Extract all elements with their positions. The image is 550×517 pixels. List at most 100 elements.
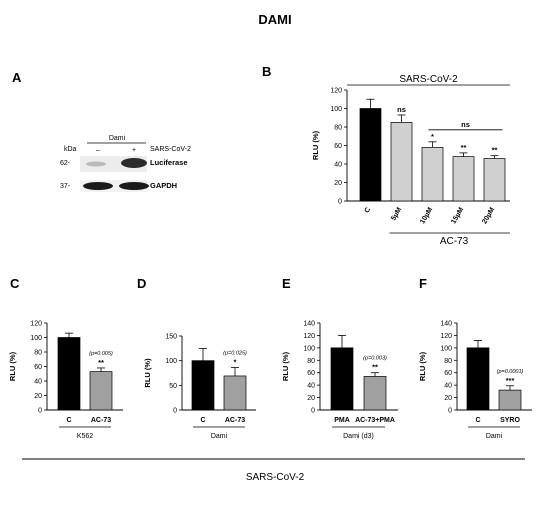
- bar: [421, 147, 444, 202]
- bar: [498, 389, 522, 411]
- y-tick-label: 140: [303, 321, 315, 328]
- y-tick-label: 40: [307, 383, 315, 390]
- y-tick-label: 0: [173, 408, 177, 415]
- y-tick-label: 0: [311, 408, 315, 415]
- x-tick-label: AC-73: [225, 417, 245, 424]
- group-label: Dami: [211, 433, 228, 440]
- panel-letter: C: [10, 276, 20, 291]
- y-tick-label: 100: [440, 345, 452, 352]
- bar: [363, 376, 387, 411]
- group-label: AC-73: [440, 236, 469, 247]
- y-axis-label: RLU (%): [418, 351, 427, 381]
- lane-minus-label: –: [96, 147, 100, 154]
- y-tick-label: 20: [444, 395, 452, 402]
- y-axis-label: RLU (%): [8, 351, 17, 381]
- significance-label: ns: [397, 105, 406, 114]
- significance-label: **: [461, 143, 467, 152]
- condition-label: SARS-CoV-2: [150, 146, 191, 153]
- bar: [223, 375, 247, 411]
- band-label-luciferase: Luciferase: [150, 158, 188, 167]
- bar: [330, 347, 354, 411]
- significance-label: *: [234, 358, 237, 367]
- y-tick-label: 120: [30, 321, 42, 328]
- significance-label: *: [431, 132, 434, 141]
- group-label: Dami (d3): [343, 433, 374, 440]
- lane-plus-label: +: [132, 147, 136, 154]
- bracket-label: ns: [461, 120, 470, 129]
- y-tick-label: 20: [34, 393, 42, 400]
- charts: B 0 20 40 60 80 100 120 RLU (%) Cns 5µM * 10µM ** 15µM…: [8, 64, 532, 440]
- bar: [89, 371, 113, 411]
- bar: [483, 158, 506, 202]
- cell-line-label: Dami: [109, 135, 126, 142]
- y-tick-label: 40: [34, 379, 42, 386]
- y-tick-label: 80: [34, 350, 42, 357]
- y-tick-label: 0: [338, 199, 342, 206]
- y-tick-label: 40: [334, 162, 342, 169]
- p-value-label: (p=0.005): [89, 351, 113, 357]
- panel-letter: D: [137, 276, 146, 291]
- bar: [466, 347, 490, 411]
- x-tick-label: C: [364, 207, 373, 215]
- significance-label: **: [98, 358, 104, 367]
- y-tick-label: 60: [307, 370, 315, 377]
- y-tick-label: 140: [440, 321, 452, 328]
- x-tick-label: C: [475, 417, 480, 424]
- y-tick-label: 60: [444, 370, 452, 377]
- chart-c: C 0 20 40 60 80 100 120 RLU (%) C ** AC-73 (p=0.005)…: [8, 276, 123, 440]
- y-tick-label: 120: [440, 333, 452, 340]
- significance-label: ***: [506, 376, 515, 385]
- x-tick-label: 10µM: [419, 206, 434, 225]
- bottom-group-label: SARS-CoV-2: [246, 472, 305, 483]
- y-tick-label: 50: [169, 383, 177, 390]
- bar: [191, 360, 215, 411]
- marker-62: 62-: [60, 160, 71, 167]
- x-tick-label: PMA: [334, 417, 350, 424]
- y-tick-label: 150: [165, 334, 177, 341]
- y-axis-label: RLU (%): [143, 358, 152, 388]
- significance-label: **: [492, 146, 498, 155]
- y-tick-label: 0: [38, 408, 42, 415]
- x-tick-label: 15µM: [450, 206, 465, 225]
- y-tick-label: 120: [330, 88, 342, 95]
- panel-letter-a: A: [12, 70, 22, 85]
- panel-letter: B: [262, 64, 271, 79]
- western-blot-panel: A kDa Dami – + SARS-CoV-2 62- 37- Lucife…: [12, 70, 191, 192]
- y-tick-label: 80: [444, 358, 452, 365]
- y-axis-label: RLU (%): [311, 130, 320, 160]
- y-tick-label: 120: [303, 333, 315, 340]
- x-tick-label: AC-73+PMA: [355, 417, 395, 424]
- chart-d: D 0 50 100 150 RLU (%) C * AC-73 (p=0.025) Dami: [137, 276, 256, 440]
- group-label: K562: [77, 433, 93, 440]
- figure-title: DAMI: [258, 12, 291, 27]
- p-value-label: (p=0.025): [223, 351, 247, 357]
- x-tick-label: 20µM: [481, 206, 496, 225]
- y-tick-label: 40: [444, 383, 452, 390]
- x-tick-label: C: [66, 417, 71, 424]
- y-tick-label: 100: [30, 335, 42, 342]
- y-tick-label: 80: [307, 358, 315, 365]
- x-tick-label: AC-73: [91, 417, 111, 424]
- y-tick-label: 20: [334, 180, 342, 187]
- bar: [359, 108, 382, 202]
- y-tick-label: 100: [330, 106, 342, 113]
- p-value-label: (p=0.003): [363, 356, 387, 362]
- y-tick-label: 60: [334, 143, 342, 150]
- bar: [390, 122, 413, 202]
- y-axis-label: RLU (%): [281, 351, 290, 381]
- x-tick-label: C: [200, 417, 205, 424]
- marker-37: 37-: [60, 183, 71, 190]
- bar: [57, 337, 81, 411]
- band-gapdh-lane2: [119, 182, 149, 190]
- chart-f: F 0 20 40 60 80 100 120 140 RLU (%) C *** SYRO (p=0.0…: [418, 276, 532, 440]
- band-luciferase-lane1: [86, 161, 106, 167]
- band-luciferase-lane2: [121, 158, 147, 168]
- kda-label: kDa: [64, 146, 77, 153]
- significance-label: **: [372, 363, 378, 372]
- top-label: SARS-CoV-2: [399, 74, 458, 85]
- panel-letter: E: [282, 276, 291, 291]
- y-tick-label: 80: [334, 125, 342, 132]
- y-tick-label: 100: [165, 358, 177, 365]
- y-tick-label: 100: [303, 345, 315, 352]
